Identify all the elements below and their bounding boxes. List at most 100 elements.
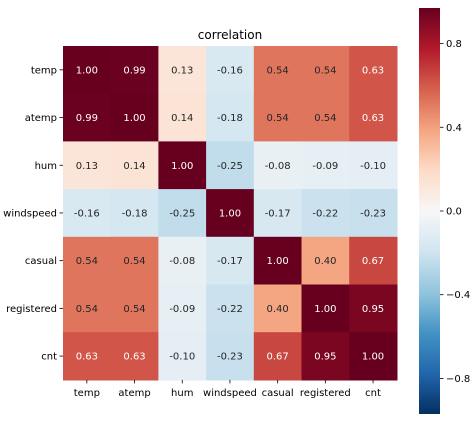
heatmap-cell-hum-registered xyxy=(301,141,350,190)
heatmap-cell-casual-hum xyxy=(158,236,207,286)
x-tick-label: hum xyxy=(171,388,193,399)
heatmap-cell-label: 0.54 xyxy=(123,256,145,267)
heatmap-cell-label: -0.08 xyxy=(265,161,291,172)
heatmap-cell-label: 0.40 xyxy=(314,256,336,267)
y-tick-label: cnt xyxy=(41,352,57,363)
heatmap-cell-casual-registered xyxy=(301,236,350,286)
heatmap-cell-hum-cnt xyxy=(349,141,398,190)
heatmap-cell-registered-hum xyxy=(158,284,207,333)
heatmap-cell-temp-hum xyxy=(158,46,207,95)
heatmap-cell-label: 0.54 xyxy=(76,304,98,315)
heatmap-cell-label: -0.08 xyxy=(169,256,195,267)
heatmap-cell-cnt-hum xyxy=(158,332,207,381)
heatmap-cell-temp-registered xyxy=(301,46,350,95)
x-tick-label: cnt xyxy=(365,388,381,399)
heatmap-cell-label: 1.00 xyxy=(362,352,384,363)
heatmap-cell-cnt-cnt xyxy=(349,332,398,381)
x-tick-label: registered xyxy=(300,388,351,399)
heatmap-cell-windspeed-casual xyxy=(253,189,303,238)
heatmap-cell-cnt-registered xyxy=(301,332,350,381)
x-tick-label: windspeed xyxy=(203,388,257,399)
y-tick-label: temp xyxy=(31,65,57,76)
heatmap-cell-label: 0.13 xyxy=(171,65,193,76)
heatmap-cell-hum-windspeed xyxy=(206,141,255,190)
heatmap-cell-atemp-registered xyxy=(301,93,350,142)
heatmap-cell-casual-casual xyxy=(253,236,303,286)
heatmap-cell-windspeed-cnt xyxy=(349,189,398,238)
heatmap-cell-temp-windspeed xyxy=(206,46,255,95)
heatmap-cell-label: 0.63 xyxy=(362,113,384,124)
heatmap-cell-label: 0.63 xyxy=(123,352,145,363)
heatmap-cell-windspeed-registered xyxy=(301,189,350,238)
heatmap-cell-atemp-casual xyxy=(253,93,303,142)
y-axis-ticks: temp atemp hum windspeed casual registered cnt xyxy=(3,65,63,363)
y-tick-label: windspeed xyxy=(3,208,57,219)
heatmap-cell-hum-atemp xyxy=(110,141,159,190)
heatmap-cell-label: -0.25 xyxy=(217,161,243,172)
heatmap-cell-label: 1.00 xyxy=(123,113,145,124)
heatmap-cell-casual-windspeed xyxy=(206,236,255,286)
heatmap-cell-label: 0.67 xyxy=(267,352,289,363)
heatmap-cell-label: 0.54 xyxy=(314,113,336,124)
heatmap-cell-temp-atemp xyxy=(110,46,159,95)
colorbar-gradient xyxy=(419,8,440,414)
heatmap-cells xyxy=(63,46,398,381)
y-tick-label: atemp xyxy=(25,113,57,124)
heatmap-cell-label: 0.14 xyxy=(123,161,145,172)
heatmap-cell-hum-temp xyxy=(63,141,112,190)
heatmap-cell-registered-registered xyxy=(301,284,350,333)
heatmap-cell-label: 1.00 xyxy=(267,256,289,267)
heatmap-cell-temp-casual xyxy=(253,46,303,95)
chart-title: correlation xyxy=(198,28,262,42)
heatmap-cell-label: -0.16 xyxy=(217,65,243,76)
heatmap-cell-label: -0.23 xyxy=(217,352,243,363)
heatmap-cell-registered-windspeed xyxy=(206,284,255,333)
x-axis-ticks: temp atemp hum windspeed casual registered cnt xyxy=(74,379,381,399)
x-tick-label: temp xyxy=(74,388,100,399)
heatmap-cell-label: 0.99 xyxy=(76,113,98,124)
heatmap-cell-atemp-cnt xyxy=(349,93,398,142)
heatmap-cell-label: -0.09 xyxy=(169,304,195,315)
y-tick-label: hum xyxy=(35,161,57,172)
heatmap-cell-cnt-casual xyxy=(253,332,303,381)
heatmap-cell-label: 0.63 xyxy=(76,352,98,363)
heatmap-cell-label: 1.00 xyxy=(219,208,241,219)
heatmap-cell-registered-atemp xyxy=(110,284,159,333)
heatmap-cell-registered-temp xyxy=(63,284,112,333)
heatmap-cell-label: 0.40 xyxy=(267,304,289,315)
heatmap-cell-label: 0.95 xyxy=(362,304,384,315)
heatmap-cell-windspeed-hum xyxy=(158,189,207,238)
heatmap-cell-label: -0.23 xyxy=(360,208,386,219)
heatmap-cell-label: 0.54 xyxy=(76,256,98,267)
heatmap-cell-casual-cnt xyxy=(349,236,398,286)
heatmap-cell-casual-atemp xyxy=(110,236,159,286)
heatmap-cell-registered-casual xyxy=(253,284,303,333)
x-tick-label: casual xyxy=(262,388,294,399)
heatmap-cell-label: 0.95 xyxy=(314,352,336,363)
heatmap-cell-label: 0.14 xyxy=(171,113,193,124)
heatmap-cell-atemp-hum xyxy=(158,93,207,142)
heatmap-cell-label: 0.63 xyxy=(362,65,384,76)
heatmap-cell-atemp-windspeed xyxy=(206,93,255,142)
heatmap-cell-label: -0.25 xyxy=(169,208,195,219)
colorbar-tick-label: 0.0 xyxy=(446,207,462,218)
heatmap-cell-label: 1.00 xyxy=(76,65,98,76)
heatmap-cell-label: 0.99 xyxy=(123,65,145,76)
heatmap-cell-label: -0.17 xyxy=(265,208,291,219)
heatmap-cell-label: -0.10 xyxy=(169,352,195,363)
y-tick-label: casual xyxy=(25,256,57,267)
heatmap-cell-casual-temp xyxy=(63,236,112,286)
colorbar-tick-label: −0.8 xyxy=(446,374,470,385)
heatmap-cell-temp-cnt xyxy=(349,46,398,95)
heatmap-cell-hum-casual xyxy=(253,141,303,190)
heatmap-cell-label: 1.00 xyxy=(171,161,193,172)
heatmap-cell-label: 0.54 xyxy=(314,65,336,76)
heatmap-cell-label: 0.13 xyxy=(76,161,98,172)
colorbar-tick-label: 0.4 xyxy=(446,123,462,134)
heatmap-cell-label: 0.54 xyxy=(267,113,289,124)
x-tick-label: atemp xyxy=(118,388,150,399)
heatmap-cell-label: -0.10 xyxy=(360,161,386,172)
heatmap-cell-label: 0.54 xyxy=(267,65,289,76)
heatmap-cell-label: -0.22 xyxy=(217,304,243,315)
heatmap-cell-cnt-temp xyxy=(63,332,112,381)
